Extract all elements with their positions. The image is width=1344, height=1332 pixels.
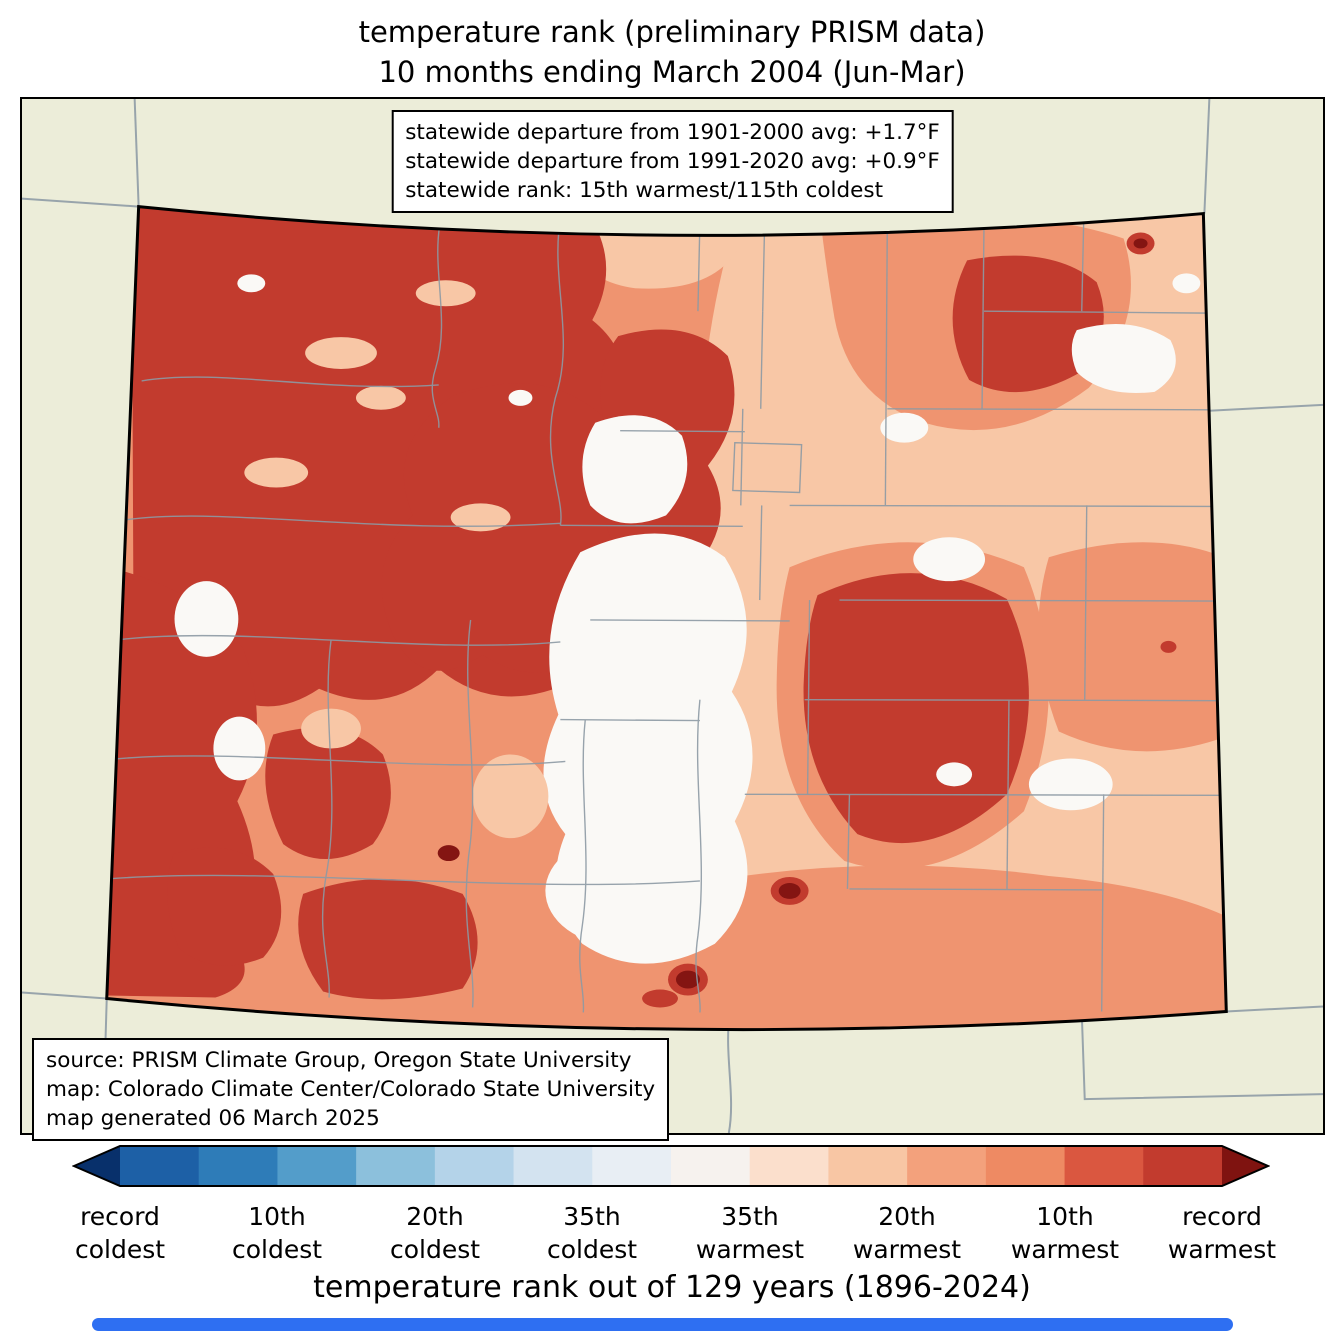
- colorbar-segment: [1143, 1146, 1223, 1186]
- colorbar-segment: [749, 1146, 830, 1186]
- colorbar-arrow-right: [1222, 1146, 1268, 1186]
- colorbar-segment: [985, 1146, 1066, 1186]
- colorbar-label-20th-warmest: 20th warmest: [853, 1200, 961, 1266]
- colorbar-segment: [513, 1146, 594, 1186]
- colorbar-label-10th-warmest: 10th warmest: [1011, 1200, 1119, 1266]
- stats-line-1: statewide departure from 1901-2000 avg: …: [405, 120, 940, 145]
- colorbar-labels: record coldest 10th coldest 20th coldest 35th c…: [72, 1200, 1276, 1268]
- stats-line-3: statewide rank: 15th warmest/115th colde…: [405, 178, 884, 203]
- colorbar-segment: [120, 1146, 200, 1186]
- colorbar-label-line: coldest: [74, 1235, 166, 1264]
- colorbar-label-record-coldest: record coldest: [75, 1200, 165, 1266]
- colorbar-label-line: 10th: [1036, 1202, 1094, 1231]
- colorbar-label-line: coldest: [231, 1235, 323, 1264]
- colorado-state-border: [105, 204, 1228, 1032]
- colorbar-label-line: warmest: [695, 1235, 805, 1264]
- colorbar-label-line: record: [80, 1202, 160, 1231]
- figure-title: temperature rank (preliminary PRISM data…: [0, 12, 1344, 92]
- colorbar: [71, 1143, 1271, 1189]
- colorbar-label-line: coldest: [546, 1235, 638, 1264]
- colorbar-segment: [671, 1146, 751, 1186]
- colorbar-label-line: 20th: [878, 1202, 936, 1231]
- source-line-2: map: Colorado Climate Center/Colorado St…: [46, 1077, 656, 1102]
- colorbar-segment: [828, 1146, 908, 1186]
- colorbar-segment: [1064, 1146, 1145, 1186]
- colorbar-label-line: warmest: [1167, 1235, 1277, 1264]
- colorbar-label-line: 10th: [248, 1202, 306, 1231]
- colorado-rank-map: [22, 99, 1323, 1133]
- colorbar-label-line: warmest: [852, 1235, 962, 1264]
- horizontal-scrollbar-thumb[interactable]: [92, 1318, 1233, 1331]
- title-line-1: temperature rank (preliminary PRISM data…: [358, 15, 986, 49]
- colorbar-label-line: record: [1182, 1202, 1262, 1231]
- stats-line-2: statewide departure from 1991-2020 avg: …: [405, 149, 940, 174]
- colorbar-label-line: 20th: [406, 1202, 464, 1231]
- colorbar-arrow-left: [74, 1146, 120, 1186]
- map-panel: statewide departure from 1901-2000 avg: …: [20, 97, 1325, 1141]
- colorbar-segment: [277, 1146, 357, 1186]
- colorbar-label-record-warmest: record warmest: [1168, 1200, 1276, 1266]
- colorbar-segments: [120, 1146, 1223, 1186]
- colorbar-segment: [198, 1146, 279, 1186]
- colorbar-label-35th-coldest: 35th coldest: [547, 1200, 637, 1266]
- source-line-3: map generated 06 March 2025: [46, 1106, 380, 1131]
- colorbar-outline: [71, 1145, 1271, 1187]
- colorbar-label-line: coldest: [389, 1235, 481, 1264]
- colorbar-label-10th-coldest: 10th coldest: [232, 1200, 322, 1266]
- stats-box: statewide departure from 1901-2000 avg: …: [391, 110, 954, 213]
- colorbar-segment: [434, 1146, 515, 1186]
- colorbar-label-line: 35th: [721, 1202, 779, 1231]
- colorbar-caption: temperature rank out of 129 years (1896-…: [313, 1270, 1031, 1305]
- title-line-2: 10 months ending March 2004 (Jun-Mar): [378, 55, 966, 89]
- colorbar-segment: [356, 1146, 436, 1186]
- colorbar-label-line: 35th: [563, 1202, 621, 1231]
- colorbar-label-line: warmest: [1010, 1235, 1120, 1264]
- colorbar-segment: [907, 1146, 987, 1186]
- colorbar-segment: [592, 1146, 672, 1186]
- colorbar-svg: [71, 1145, 1271, 1187]
- county-lines: [106, 219, 1225, 1013]
- source-line-1: source: PRISM Climate Group, Oregon Stat…: [46, 1048, 632, 1073]
- colorbar-label-35th-warmest: 35th warmest: [696, 1200, 804, 1266]
- source-box: source: PRISM Climate Group, Oregon Stat…: [32, 1038, 670, 1141]
- colorbar-label-20th-coldest: 20th coldest: [390, 1200, 480, 1266]
- rank-contour-fills: [106, 206, 1227, 1030]
